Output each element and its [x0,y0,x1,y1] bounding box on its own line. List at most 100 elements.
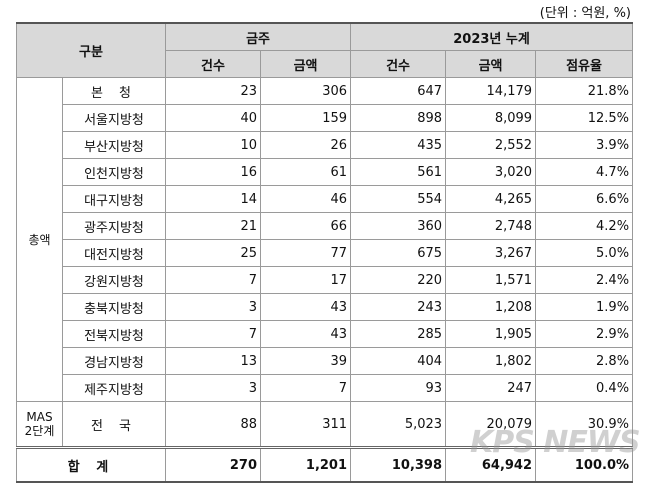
cell-text: 2.8% [596,353,630,369]
cell-text: 금액 [478,58,503,74]
cell: 점유율 [535,50,634,78]
cell-text: 7 [248,326,258,342]
cell-text: 43 [330,326,348,342]
group-cell: MAS 2단계 [16,401,63,448]
cell: 건수 [350,50,447,78]
cell-text: 3 [248,380,258,396]
group-label: 2단계 [24,424,55,438]
subheader-row: 건수 금액 건수 금액 점유율 [17,50,634,78]
cell: 전 국 [61,401,167,448]
header-row: 구분 금주 2023년 누계 [15,22,634,78]
cell: 대구지방청 [61,185,167,213]
cell-text: 14,179 [486,83,533,99]
cell-text: 3,020 [494,164,533,180]
cell-text: 3,267 [494,245,533,261]
cell-text: 10,398 [391,457,443,473]
header-cell: 2023년 누계 [350,22,634,51]
cell-text: 20,079 [486,416,533,432]
cell-text: 14 [240,191,258,207]
cell-text: 1.9% [596,299,630,315]
cell-text: 4.7% [596,164,630,180]
cell: 40 [165,104,262,132]
cell: 서울지방청 [61,104,167,132]
cell: 광주지방청 [61,212,167,240]
cell-text: 23 [240,83,258,99]
cell-text: 4.2% [596,218,630,234]
cell-text: 2,552 [494,137,533,153]
cell-text: 17 [330,272,348,288]
cell: 43 [260,293,352,321]
data-row: 광주지방청 21 66 360 2,748 4.2% [17,212,634,240]
cell: 14,179 [445,77,537,105]
cell-text: 금액 [293,58,318,74]
cell: 1,571 [445,266,537,294]
cell: 2.4% [535,266,634,294]
cell: 311 [260,401,352,448]
cell-text: 100.0% [574,457,630,473]
cell: 66 [260,212,352,240]
unit-note: (단위 : 억원, %) [539,6,631,21]
cell-text: 360 [417,218,443,234]
header-cell: 금주 [165,22,352,51]
cell-text: 88 [240,416,258,432]
cell-text: 인천지방청 [84,166,144,182]
cell: 243 [350,293,447,321]
group-label: MAS [26,410,53,424]
cell-text: 1,208 [494,299,533,315]
cell: 인천지방청 [61,158,167,186]
group-cell: 총액 [16,77,63,402]
cell: 14 [165,185,262,213]
cell-text: 77 [330,245,348,261]
cell: 2,748 [445,212,537,240]
cell-text: 2.9% [596,326,630,342]
cell: 7 [165,320,262,348]
cell: 20,079 [445,401,537,448]
cell: 247 [445,374,537,402]
cell: 5.0% [535,239,634,267]
cell-text: 43 [330,299,348,315]
cell: 21 [165,212,262,240]
cell-text: 충북지방청 [84,301,144,317]
cell: 285 [350,320,447,348]
cell: 3 [165,293,262,321]
cell: 17 [260,266,352,294]
cell: 12.5% [535,104,634,132]
cell: 25 [165,239,262,267]
cell-text: 0.4% [596,380,630,396]
cell: 금액 [260,50,352,78]
cell-text: 강원지방청 [84,274,144,290]
data-row: 제주지방청 3 7 93 247 0.4% [17,374,634,402]
header-cell: 구분 [15,22,167,78]
cell-text: 4,265 [494,191,533,207]
cell-text: 건수 [386,58,410,74]
cell-text: 7 [248,272,258,288]
cell-text: 1,802 [494,353,533,369]
cell-text: 8,099 [494,110,533,126]
cell: 0.4% [535,374,634,402]
cell-text: 46 [330,191,348,207]
cell: 부산지방청 [61,131,167,159]
cell-text: 부산지방청 [84,139,144,155]
cell-text: 점유율 [566,58,602,74]
cell: 46 [260,185,352,213]
table: 구분 금주 2023년 누계 건수 금액 건수 금액 점유율 총액 본 청 23 306 647… [15,22,634,483]
cell: 21.8% [535,77,634,105]
cell-text: 2.4% [596,272,630,288]
header-text: 구분 [79,45,103,60]
cell-text: 61 [330,164,348,180]
cell-text: 12.5% [587,110,630,126]
cell: 4,265 [445,185,537,213]
cell: 1,802 [445,347,537,375]
cell: 전북지방청 [61,320,167,348]
cell: 건수 [165,50,262,78]
cell: 8,099 [445,104,537,132]
data-row: 총액 본 청 23 306 647 14,179 21.8% [16,77,634,402]
cell: 3,267 [445,239,537,267]
cell: 360 [350,212,447,240]
header-text: 2023년 누계 [453,31,530,47]
cell-text: 1,905 [494,326,533,342]
cell-text: 대전지방청 [84,247,144,263]
cell-text: 647 [417,83,443,99]
cell-text: 311 [322,416,348,432]
cell: 26 [260,131,352,159]
